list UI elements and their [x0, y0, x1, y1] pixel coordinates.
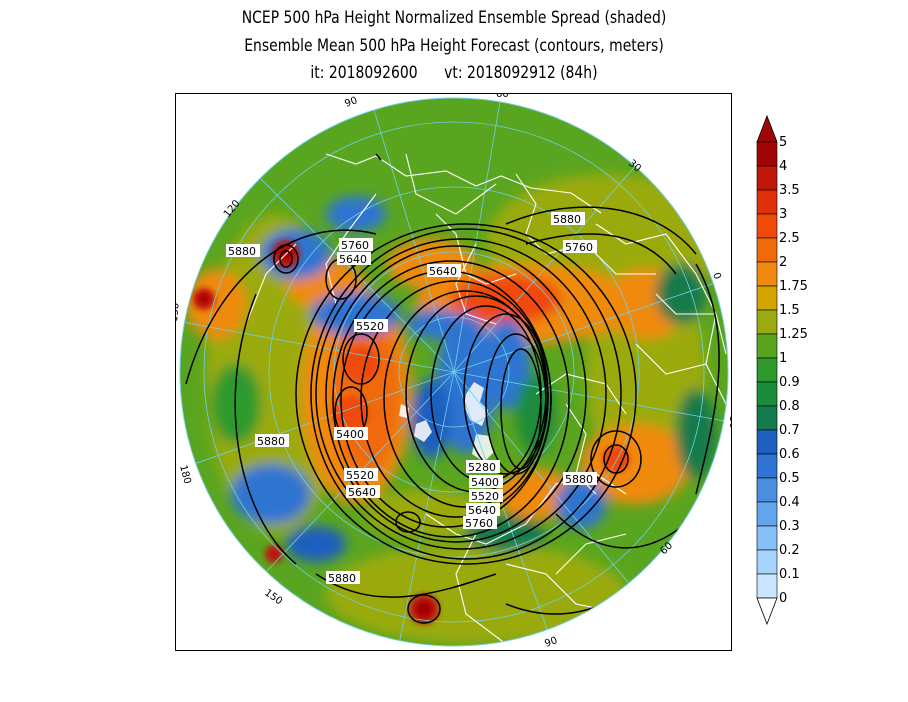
- colorbar-label: 5: [779, 135, 788, 150]
- colorbar-label: 2.5: [779, 231, 800, 246]
- contour-label: 5880: [226, 244, 260, 258]
- colorbar-swatch: [756, 429, 778, 455]
- colorbar-swatch: [756, 237, 778, 263]
- contour-label: 5880: [255, 434, 289, 448]
- colorbar-swatch: [756, 189, 778, 215]
- colorbar-label: 3: [779, 207, 788, 222]
- lon-label: 60: [496, 94, 509, 100]
- colorbar-label: 3.5: [779, 183, 800, 198]
- lon-label: 150: [176, 302, 182, 322]
- colorbar-label: 0: [779, 591, 788, 606]
- graticule: [180, 98, 728, 646]
- colorbar-label: 0.2: [779, 543, 800, 558]
- colorbar-swatch: [756, 213, 778, 239]
- contour-label: 5640: [337, 252, 371, 266]
- colorbar-swatch: [756, 549, 778, 575]
- colorbar-swatch: [756, 405, 778, 431]
- colorbar-label: 4: [779, 159, 788, 174]
- title-line-2: Ensemble Mean 500 hPa Height Forecast (c…: [244, 36, 664, 56]
- contour-labels: 5880 5880 5760 5640 5640 5880 5760 5520 …: [226, 212, 597, 585]
- colorbar-label: 0.1: [779, 567, 800, 582]
- colorbar-label: 2: [779, 255, 788, 270]
- colorbar-label: 0.3: [779, 519, 800, 534]
- contour-label: 5520: [469, 489, 503, 503]
- colorbar-swatch: [756, 525, 778, 551]
- svg-text:5520: 5520: [356, 320, 384, 333]
- lon-label: 30: [727, 416, 731, 429]
- colorbar-label: 1.75: [779, 279, 808, 294]
- colorbar-swatch: [756, 453, 778, 479]
- svg-text:5760: 5760: [565, 241, 593, 254]
- svg-text:5520: 5520: [471, 490, 499, 503]
- contour-label: 5520: [354, 319, 388, 333]
- title-line-1: NCEP 500 hPa Height Normalized Ensemble …: [241, 8, 667, 28]
- svg-text:5880: 5880: [228, 245, 256, 258]
- colorbar-swatch: [756, 165, 778, 191]
- svg-text:5640: 5640: [468, 504, 496, 517]
- map-frame: 5880 5880 5760 5640 5640 5880 5760 5520 …: [175, 93, 732, 651]
- colorbar-swatch: [756, 261, 778, 287]
- contour-label: 5880: [551, 212, 585, 226]
- colorbar-swatch: [756, 573, 778, 599]
- contour-label: 5400: [469, 475, 503, 489]
- colorbar-label: 0.5: [779, 471, 800, 486]
- colorbar-swatch: [756, 381, 778, 407]
- svg-text:5760: 5760: [341, 239, 369, 252]
- svg-text:5640: 5640: [339, 253, 367, 266]
- contour-label: 5640: [466, 503, 500, 517]
- polar-map: 5880 5880 5760 5640 5640 5880 5760 5520 …: [176, 94, 731, 650]
- title-line-3: it: 2018092600 vt: 2018092912 (84h): [310, 63, 598, 83]
- svg-text:5400: 5400: [336, 428, 364, 441]
- colorbar-label: 0.8: [779, 399, 800, 414]
- colorbar-swatch: [756, 309, 778, 335]
- contour-label: 5400: [334, 427, 368, 441]
- svg-text:5280: 5280: [468, 461, 496, 474]
- svg-text:5640: 5640: [429, 265, 457, 278]
- colorbar-label: 1.25: [779, 327, 808, 342]
- contour-label: 5280: [466, 460, 500, 474]
- svg-text:5400: 5400: [471, 476, 499, 489]
- colorbar-swatch: [756, 357, 778, 383]
- contour-label: 5880: [563, 472, 597, 486]
- colorbar-min-arrow: [756, 597, 778, 626]
- contour-label: 5760: [463, 516, 497, 530]
- contour-label: 5640: [346, 485, 380, 499]
- contour-label: 5640: [427, 264, 461, 278]
- colorbar-swatch: [756, 333, 778, 359]
- colorbar: [756, 114, 778, 626]
- contour-label: 5760: [563, 240, 597, 254]
- contour-label: 5760: [339, 238, 373, 252]
- contour-label: 5880: [326, 571, 360, 585]
- colorbar-label: 1: [779, 351, 788, 366]
- colorbar-max-arrow: [756, 114, 778, 143]
- svg-text:5640: 5640: [348, 486, 376, 499]
- lon-label: 150: [262, 587, 284, 607]
- map-boundary: [179, 97, 729, 647]
- colorbar-swatch: [756, 285, 778, 311]
- lon-label: 0: [710, 271, 723, 281]
- colorbar-swatch: [756, 141, 778, 167]
- svg-text:5880: 5880: [553, 213, 581, 226]
- svg-text:5760: 5760: [465, 517, 493, 530]
- colorbar-swatch: [756, 477, 778, 503]
- lon-label: 180: [177, 464, 193, 485]
- colorbar-label: 0.6: [779, 447, 800, 462]
- colorbar-label: 0.4: [779, 495, 800, 510]
- colorbar-label: 0.7: [779, 423, 800, 438]
- lon-label: 90: [543, 635, 559, 650]
- svg-text:5880: 5880: [328, 572, 356, 585]
- colorbar-label: 1.5: [779, 303, 800, 318]
- svg-text:5880: 5880: [565, 473, 593, 486]
- contour-label: 5520: [344, 468, 378, 482]
- colorbar-label: 0.9: [779, 375, 800, 390]
- colorbar-swatch: [756, 501, 778, 527]
- svg-text:5520: 5520: [346, 469, 374, 482]
- svg-text:5880: 5880: [257, 435, 285, 448]
- lon-label: 90: [343, 95, 359, 110]
